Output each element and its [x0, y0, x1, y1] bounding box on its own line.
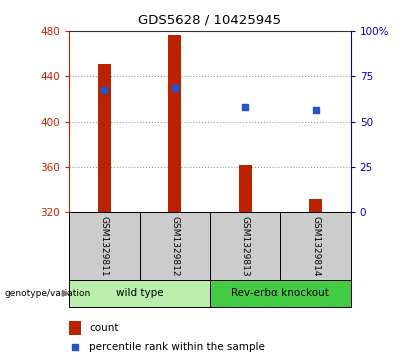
Point — [312, 107, 319, 113]
Bar — [239, 165, 252, 212]
Point — [171, 85, 178, 90]
Bar — [309, 199, 322, 212]
Bar — [139, 212, 210, 280]
Bar — [210, 280, 351, 307]
Text: ▶: ▶ — [62, 288, 70, 298]
Text: GSM1329814: GSM1329814 — [311, 216, 320, 276]
Bar — [69, 212, 139, 280]
Bar — [69, 280, 210, 307]
Bar — [168, 35, 181, 212]
Title: GDS5628 / 10425945: GDS5628 / 10425945 — [139, 14, 281, 27]
Text: GSM1329812: GSM1329812 — [171, 216, 179, 276]
Bar — [281, 212, 351, 280]
Point — [101, 87, 108, 93]
Text: genotype/variation: genotype/variation — [4, 289, 90, 298]
Text: Rev-erbα knockout: Rev-erbα knockout — [231, 288, 329, 298]
Text: percentile rank within the sample: percentile rank within the sample — [89, 342, 265, 352]
Bar — [98, 64, 111, 212]
Text: GSM1329813: GSM1329813 — [241, 216, 249, 276]
Bar — [69, 322, 81, 335]
Text: GSM1329811: GSM1329811 — [100, 216, 109, 276]
Text: count: count — [89, 323, 118, 333]
Bar — [210, 212, 281, 280]
Text: wild type: wild type — [116, 288, 163, 298]
Point — [242, 104, 249, 110]
Point — [71, 344, 78, 350]
